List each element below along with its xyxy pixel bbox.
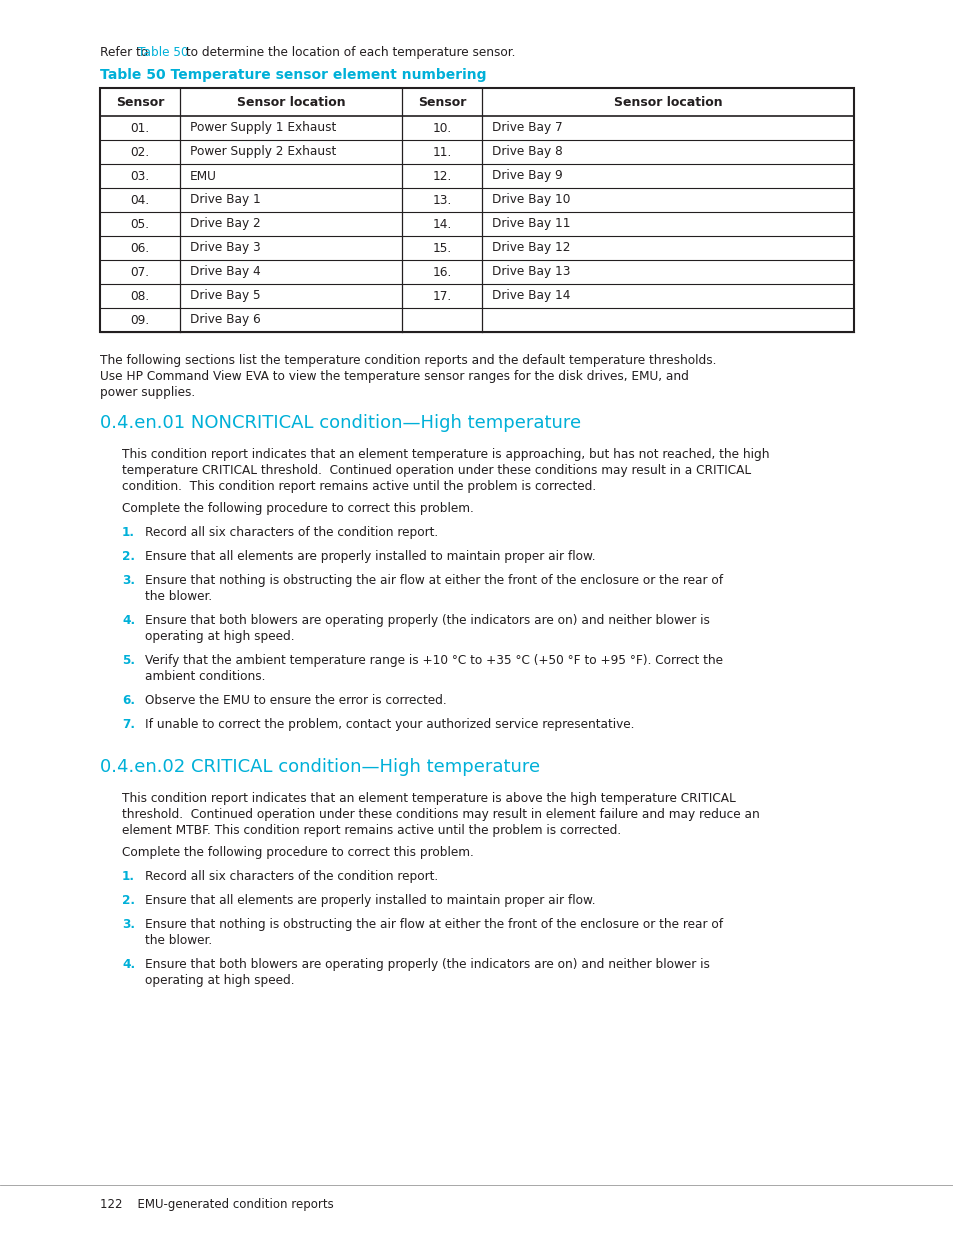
- Text: Sensor location: Sensor location: [236, 95, 345, 109]
- Text: Drive Bay 10: Drive Bay 10: [492, 194, 570, 206]
- Text: 2.: 2.: [122, 894, 135, 906]
- Text: power supplies.: power supplies.: [100, 387, 195, 399]
- Text: Drive Bay 3: Drive Bay 3: [190, 242, 260, 254]
- Text: 01.: 01.: [131, 121, 150, 135]
- Bar: [100, 88, 853, 332]
- Text: 3.: 3.: [122, 918, 135, 931]
- Text: Complete the following procedure to correct this problem.: Complete the following procedure to corr…: [122, 846, 474, 860]
- Text: 0.4.en.01 NONCRITICAL condition—High temperature: 0.4.en.01 NONCRITICAL condition—High tem…: [100, 414, 580, 432]
- Text: Record all six characters of the condition report.: Record all six characters of the conditi…: [145, 526, 437, 538]
- Text: Drive Bay 12: Drive Bay 12: [492, 242, 570, 254]
- Text: 10.: 10.: [432, 121, 451, 135]
- Text: 3.: 3.: [122, 574, 135, 587]
- Text: Ensure that nothing is obstructing the air flow at either the front of the enclo: Ensure that nothing is obstructing the a…: [145, 574, 722, 587]
- Text: 6.: 6.: [122, 694, 135, 706]
- Text: 4.: 4.: [122, 614, 135, 627]
- Text: Drive Bay 2: Drive Bay 2: [190, 217, 260, 231]
- Text: Drive Bay 7: Drive Bay 7: [492, 121, 562, 135]
- Text: Drive Bay 8: Drive Bay 8: [492, 146, 562, 158]
- Text: 09.: 09.: [131, 314, 150, 326]
- Text: 122    EMU-generated condition reports: 122 EMU-generated condition reports: [100, 1198, 334, 1212]
- Text: the blower.: the blower.: [145, 934, 212, 947]
- Text: EMU: EMU: [190, 169, 216, 183]
- Text: 12.: 12.: [432, 169, 451, 183]
- Text: The following sections list the temperature condition reports and the default te: The following sections list the temperat…: [100, 354, 716, 367]
- Text: 4.: 4.: [122, 958, 135, 971]
- Text: Drive Bay 13: Drive Bay 13: [492, 266, 570, 279]
- Text: Ensure that all elements are properly installed to maintain proper air flow.: Ensure that all elements are properly in…: [145, 894, 595, 906]
- Text: This condition report indicates that an element temperature is approaching, but : This condition report indicates that an …: [122, 448, 769, 461]
- Text: Drive Bay 11: Drive Bay 11: [492, 217, 570, 231]
- Text: 11.: 11.: [432, 146, 451, 158]
- Text: operating at high speed.: operating at high speed.: [145, 974, 294, 987]
- Text: Drive Bay 9: Drive Bay 9: [492, 169, 562, 183]
- Text: 04.: 04.: [131, 194, 150, 206]
- Text: element MTBF. This condition report remains active until the problem is correcte: element MTBF. This condition report rema…: [122, 824, 620, 837]
- Text: 08.: 08.: [131, 289, 150, 303]
- Text: the blower.: the blower.: [145, 590, 212, 603]
- Text: threshold.  Continued operation under these conditions may result in element fai: threshold. Continued operation under the…: [122, 808, 759, 821]
- Text: 1.: 1.: [122, 869, 135, 883]
- Text: Sensor: Sensor: [417, 95, 466, 109]
- Text: 05.: 05.: [131, 217, 150, 231]
- Text: Verify that the ambient temperature range is +10 °C to +35 °C (+50 °F to +95 °F): Verify that the ambient temperature rang…: [145, 655, 722, 667]
- Text: Drive Bay 5: Drive Bay 5: [190, 289, 260, 303]
- Text: Ensure that all elements are properly installed to maintain proper air flow.: Ensure that all elements are properly in…: [145, 550, 595, 563]
- Text: Drive Bay 14: Drive Bay 14: [492, 289, 570, 303]
- Text: Drive Bay 4: Drive Bay 4: [190, 266, 260, 279]
- Text: 0.4.en.02 CRITICAL condition—High temperature: 0.4.en.02 CRITICAL condition—High temper…: [100, 758, 539, 776]
- Text: 02.: 02.: [131, 146, 150, 158]
- Text: Drive Bay 6: Drive Bay 6: [190, 314, 260, 326]
- Text: Drive Bay 1: Drive Bay 1: [190, 194, 260, 206]
- Text: Table 50 Temperature sensor element numbering: Table 50 Temperature sensor element numb…: [100, 68, 486, 82]
- Text: Ensure that both blowers are operating properly (the indicators are on) and neit: Ensure that both blowers are operating p…: [145, 614, 709, 627]
- Text: 06.: 06.: [131, 242, 150, 254]
- Text: This condition report indicates that an element temperature is above the high te: This condition report indicates that an …: [122, 792, 735, 805]
- Text: Complete the following procedure to correct this problem.: Complete the following procedure to corr…: [122, 501, 474, 515]
- Text: Observe the EMU to ensure the error is corrected.: Observe the EMU to ensure the error is c…: [145, 694, 446, 706]
- Text: 15.: 15.: [432, 242, 451, 254]
- Text: Ensure that both blowers are operating properly (the indicators are on) and neit: Ensure that both blowers are operating p…: [145, 958, 709, 971]
- Text: Refer to: Refer to: [100, 46, 152, 59]
- Text: 7.: 7.: [122, 718, 135, 731]
- Text: Use HP Command View EVA to view the temperature sensor ranges for the disk drive: Use HP Command View EVA to view the temp…: [100, 370, 688, 383]
- Text: 14.: 14.: [432, 217, 451, 231]
- Text: 16.: 16.: [432, 266, 451, 279]
- Text: 2.: 2.: [122, 550, 135, 563]
- Text: to determine the location of each temperature sensor.: to determine the location of each temper…: [182, 46, 515, 59]
- Text: 1.: 1.: [122, 526, 135, 538]
- Text: 03.: 03.: [131, 169, 150, 183]
- Text: Power Supply 2 Exhaust: Power Supply 2 Exhaust: [190, 146, 335, 158]
- Text: Record all six characters of the condition report.: Record all six characters of the conditi…: [145, 869, 437, 883]
- Text: Sensor location: Sensor location: [613, 95, 721, 109]
- Text: temperature CRITICAL threshold.  Continued operation under these conditions may : temperature CRITICAL threshold. Continue…: [122, 464, 750, 477]
- Text: ambient conditions.: ambient conditions.: [145, 671, 265, 683]
- Text: 17.: 17.: [432, 289, 451, 303]
- Text: Table 50: Table 50: [138, 46, 189, 59]
- Text: 5.: 5.: [122, 655, 135, 667]
- Text: Sensor: Sensor: [115, 95, 164, 109]
- Text: 07.: 07.: [131, 266, 150, 279]
- Text: If unable to correct the problem, contact your authorized service representative: If unable to correct the problem, contac…: [145, 718, 634, 731]
- Text: condition.  This condition report remains active until the problem is corrected.: condition. This condition report remains…: [122, 480, 596, 493]
- Text: Power Supply 1 Exhaust: Power Supply 1 Exhaust: [190, 121, 335, 135]
- Text: 13.: 13.: [432, 194, 451, 206]
- Text: operating at high speed.: operating at high speed.: [145, 630, 294, 643]
- Text: Ensure that nothing is obstructing the air flow at either the front of the enclo: Ensure that nothing is obstructing the a…: [145, 918, 722, 931]
